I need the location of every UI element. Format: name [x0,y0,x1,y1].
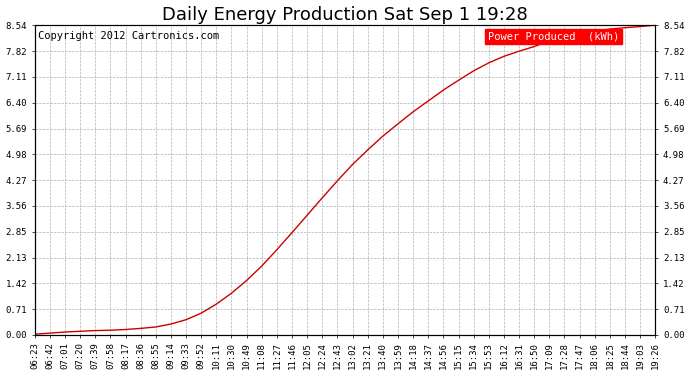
Text: Power Produced  (kWh): Power Produced (kWh) [488,31,619,41]
Text: Copyright 2012 Cartronics.com: Copyright 2012 Cartronics.com [38,31,219,41]
Title: Daily Energy Production Sat Sep 1 19:28: Daily Energy Production Sat Sep 1 19:28 [162,6,528,24]
